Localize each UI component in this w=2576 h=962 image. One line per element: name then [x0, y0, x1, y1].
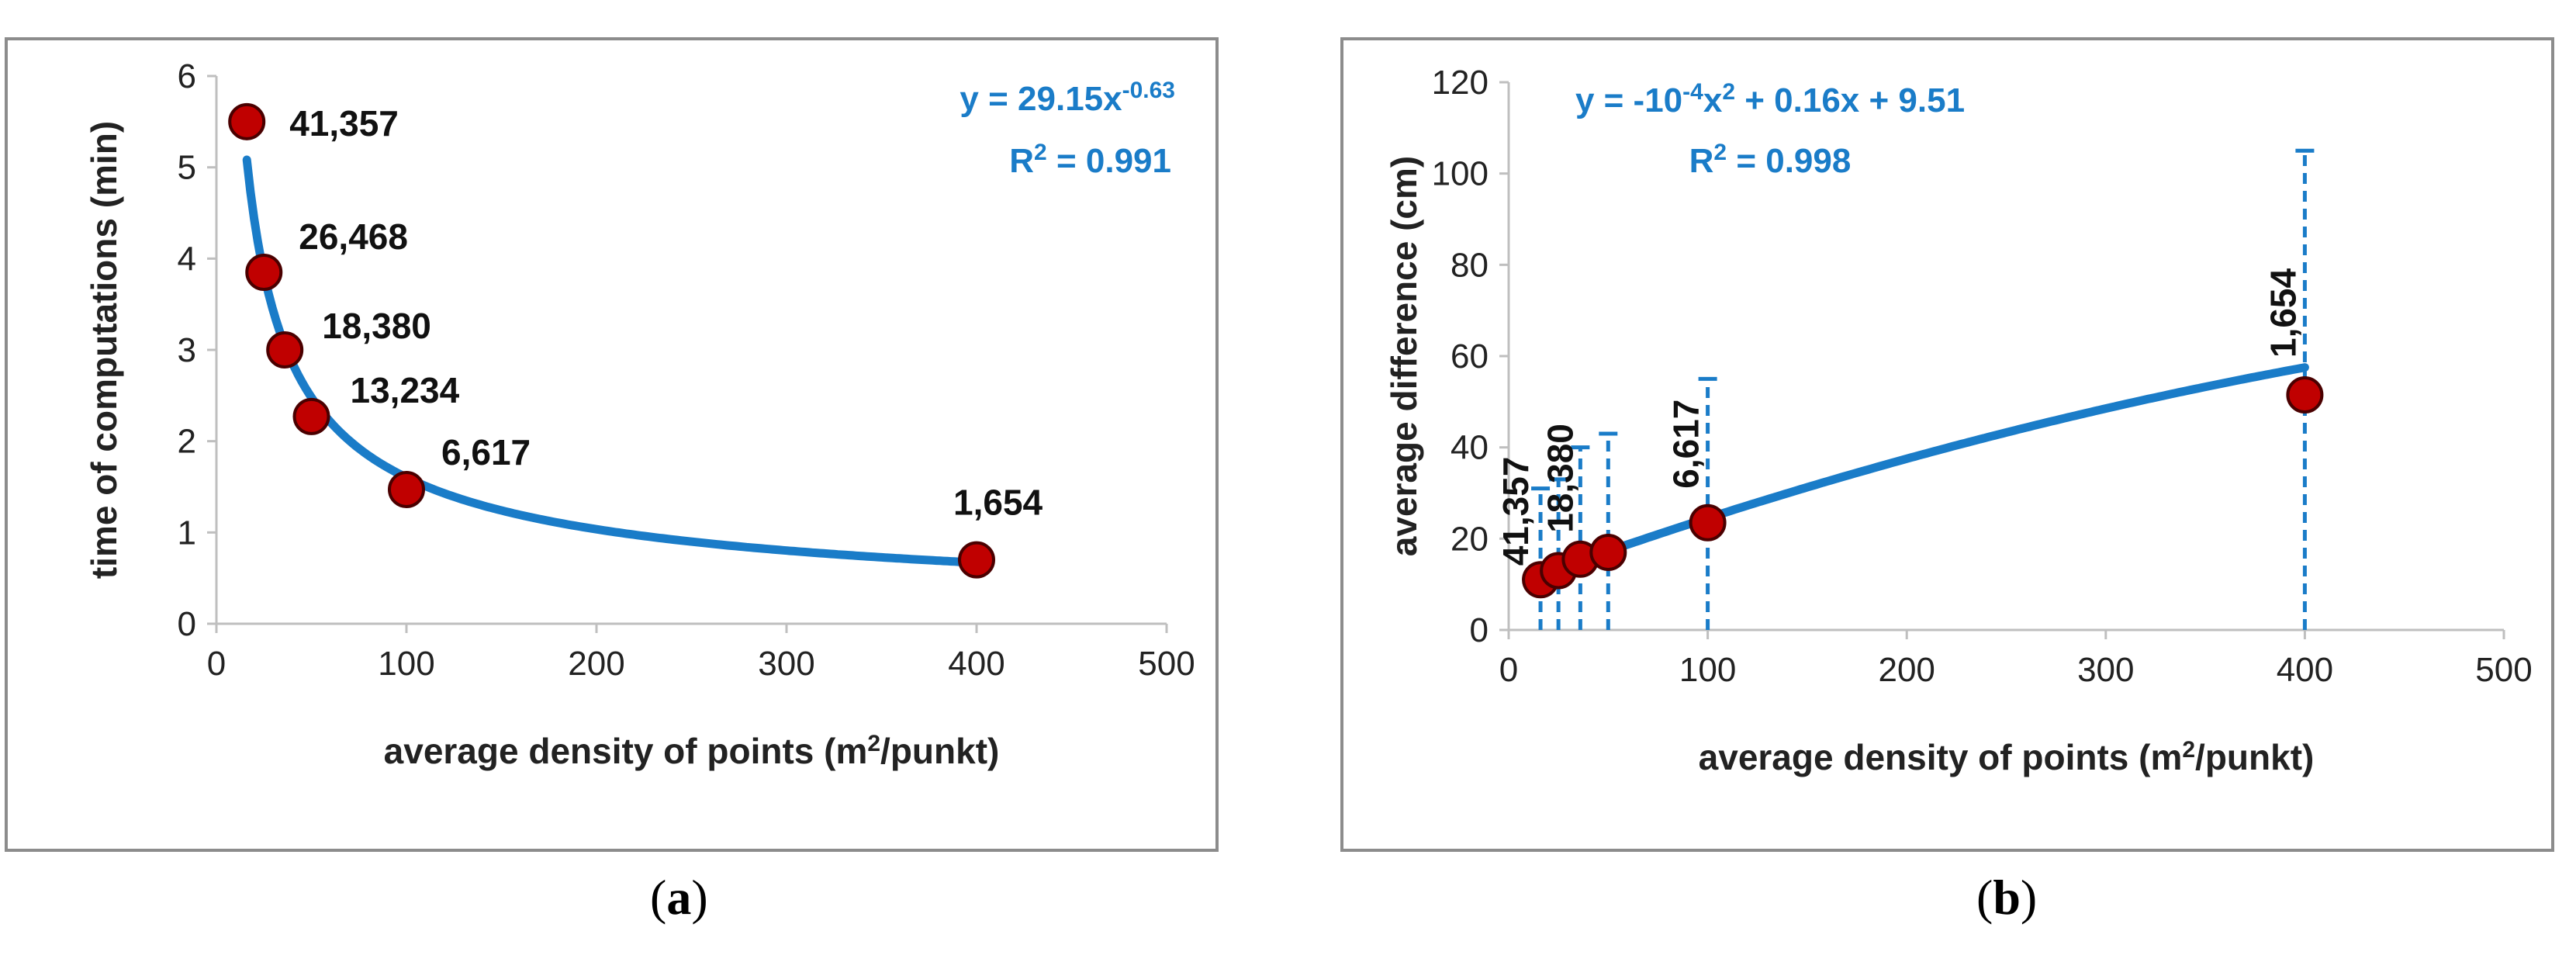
caption-a-letter: a: [666, 870, 692, 925]
chart-b-svg: 0 20 40 60 80 100 120 0 100 200 300 400 500 average d…: [1384, 64, 2533, 778]
y-tick-label: 2: [178, 423, 196, 461]
x-tick-label: 200: [1878, 651, 1935, 689]
x-tick-label: 400: [948, 645, 1004, 683]
data-label: 6,617: [441, 432, 531, 472]
y-tick-label: 100: [1432, 155, 1489, 193]
y-tick-label: 3: [178, 331, 196, 369]
x-axis-title: average density of points (m2/punkt): [384, 731, 1000, 772]
trendline: [242, 155, 981, 567]
x-tick-label: 500: [1138, 645, 1195, 683]
y-tick-label: 4: [178, 240, 196, 278]
data-point: [2286, 376, 2324, 414]
chart-a-svg: 0 1 2 3 4 5 6 0 100 200 300 400 500 average density o…: [84, 57, 1195, 772]
data-point: [292, 397, 330, 435]
data-point: [266, 331, 304, 369]
y-tick-label: 80: [1451, 246, 1489, 284]
caption-b: (b): [1976, 870, 2038, 925]
y-tick-label: 20: [1451, 520, 1489, 558]
y-tick-label: 120: [1432, 64, 1489, 102]
r-squared: R2 = 0.991: [1009, 140, 1171, 181]
data-label: 18,380: [322, 306, 431, 346]
data-point: [1689, 503, 1727, 542]
x-tick-label: 300: [2077, 651, 2134, 689]
y-tick-label: 0: [178, 605, 196, 643]
data-label: 18,380: [1540, 424, 1580, 533]
data-point: [958, 541, 995, 579]
data-label: 1,654: [953, 483, 1043, 523]
x-tick-label: 200: [568, 645, 624, 683]
x-tick-label: 0: [207, 645, 226, 683]
data-label: 26,468: [299, 216, 408, 257]
data-label: 41,357: [1495, 457, 1536, 566]
data-label: 41,357: [289, 103, 399, 144]
caption-b-letter: b: [1993, 870, 2021, 925]
x-axis-title: average density of points (m2/punkt): [1699, 737, 2315, 778]
x-tick-label: 400: [2277, 651, 2333, 689]
x-tick-label: 0: [1499, 651, 1518, 689]
y-axis-title: time of computations (min): [84, 121, 124, 579]
y-tick-label: 40: [1451, 429, 1489, 467]
trendline: [1536, 363, 2309, 580]
y-tick-label: 6: [178, 57, 196, 95]
data-label: 13,234: [351, 370, 460, 410]
y-tick-label: 60: [1451, 337, 1489, 375]
data-point: [388, 471, 425, 509]
y-tick-label: 5: [178, 149, 196, 187]
x-tick-label: 300: [758, 645, 814, 683]
data-point: [228, 102, 266, 140]
y-axis-title: average difference (cm): [1384, 156, 1424, 556]
x-tick-label: 100: [378, 645, 434, 683]
x-tick-label: 100: [1679, 651, 1736, 689]
data-label: 1,654: [2263, 268, 2303, 358]
x-tick-label: 500: [2475, 651, 2532, 689]
caption-a: (a): [650, 870, 708, 925]
chart-panel-a: 0 1 2 3 4 5 6 0 100 200 300 400 500 average density o…: [5, 37, 1219, 852]
trend-equation: y = -10-4x2 + 0.16x + 9.51: [1575, 79, 1965, 120]
trend-equation: y = 29.15x-0.63: [960, 78, 1175, 119]
data-point: [245, 253, 283, 291]
r-squared: R2 = 0.998: [1689, 140, 1852, 181]
y-tick-label: 1: [178, 514, 196, 552]
data-point: [1589, 533, 1627, 571]
y-tick-label: 0: [1470, 611, 1489, 649]
chart-panel-b: 0 20 40 60 80 100 120 0 100 200 300 400 500 average d…: [1340, 37, 2554, 852]
data-label: 6,617: [1666, 400, 1706, 489]
